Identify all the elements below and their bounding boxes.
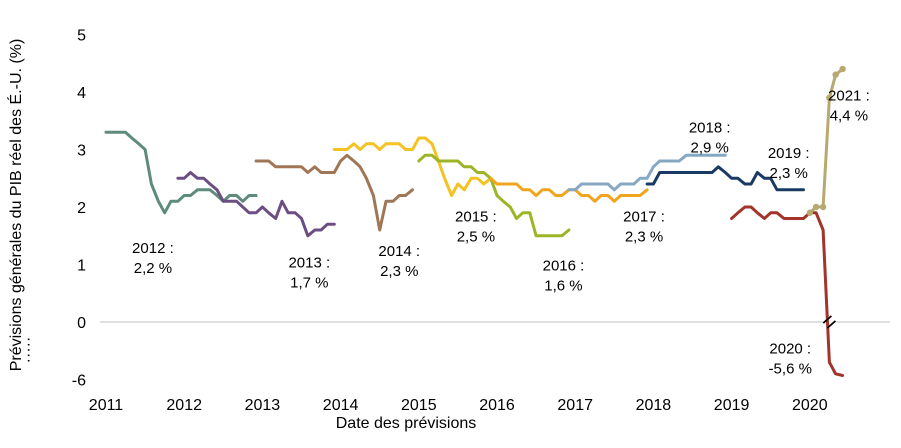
y-tick-label: -6	[72, 373, 86, 390]
series-point	[819, 203, 827, 211]
series-annotation: 2015 : 2,5 %	[455, 208, 497, 245]
annotation-line: 2,9 %	[691, 139, 729, 156]
x-tick-label: 2018	[636, 397, 672, 414]
x-tick-label: 2016	[479, 397, 515, 414]
annotation-line: 1,7 %	[290, 274, 328, 291]
axis-break-mark	[826, 320, 836, 329]
x-tick-label: 2014	[323, 397, 359, 414]
series-annotation: 2016 : 1,6 %	[543, 257, 585, 294]
y-tick-label: 1	[77, 258, 86, 275]
annotation-line: 2013 :	[288, 254, 330, 271]
annotation-line: 2019 :	[768, 145, 810, 162]
y-tick-label: 2	[77, 200, 86, 217]
annotation-line: 2021 :	[828, 88, 870, 105]
x-tick-label: 2015	[401, 397, 437, 414]
series-annotation: 2019 : 2,3 %	[768, 145, 810, 182]
series-point	[839, 65, 846, 73]
series-annotation: 2018 : 2,9 %	[689, 119, 731, 156]
annotation-line: 2012 :	[132, 240, 174, 257]
x-tick-label: 2011	[89, 397, 124, 414]
series-line	[104, 130, 258, 215]
y-axis-title: Prévisions générales du PIB réel des É.-…	[6, 39, 25, 372]
y-tick-label: 3	[77, 143, 86, 160]
annotation-line: 2016 :	[543, 257, 585, 274]
y-tick-label: 0	[77, 315, 86, 332]
annotation-line: 2014 :	[378, 243, 420, 260]
x-tick-label: 2020	[792, 397, 828, 414]
annotation-line: 2017 :	[623, 208, 665, 225]
y-tick-label: 5	[77, 28, 86, 45]
series-line	[254, 153, 414, 232]
series-annotation: 2012 : 2,2 %	[132, 240, 174, 277]
annotation-line: 2020 :	[769, 341, 811, 358]
x-tick-label: 2013	[245, 397, 281, 414]
series-point	[806, 209, 813, 216]
series-line	[730, 205, 845, 377]
series-line	[332, 136, 493, 197]
annotation-line: 2018 :	[689, 119, 731, 136]
annotation-line: 2,2 %	[134, 260, 172, 277]
annotation-line: 2,3 %	[380, 263, 418, 280]
axis-break-mark	[822, 315, 832, 324]
x-tick-label: 2012	[166, 397, 202, 414]
series-line	[645, 165, 805, 192]
series-point	[832, 71, 839, 78]
series-annotation: 2014 : 2,3 %	[378, 243, 420, 280]
series-point	[826, 94, 833, 101]
annotation-line: 2,3 %	[770, 165, 808, 182]
annotation-line: 2,3 %	[625, 228, 663, 245]
series-point	[812, 203, 820, 211]
annotation-line: 4,4 %	[830, 108, 868, 125]
x-axis-title: Date des prévisions	[336, 415, 477, 432]
x-tick-label: 2017	[557, 397, 593, 414]
annotation-line: 2,5 %	[457, 228, 495, 245]
series-line	[176, 171, 336, 238]
axis-labels: Date des prévisions Prévisions générales…	[6, 39, 476, 432]
annotation-line: -5,6 %	[769, 361, 812, 378]
y-axis-note: ·····	[20, 337, 37, 364]
axis-break-gap	[823, 318, 836, 326]
series-annotation: 2021 : 4,4 %	[828, 88, 870, 125]
annotations-group: 2012 :2,2 % 2013 :1,7 %2014 :2,3 %2015 :2…	[132, 88, 870, 378]
annotation-line: 2015 :	[455, 208, 497, 225]
series-line	[567, 153, 727, 192]
y-tick-label: 4	[77, 85, 86, 102]
series-annotation: 2013 : 1,7 %	[288, 254, 330, 291]
series-group	[104, 65, 846, 377]
series-annotation: 2017 : 2,3 %	[623, 208, 665, 245]
annotation-line: 1,6 %	[544, 277, 582, 294]
series-annotation: 2020 : -5,6 %	[769, 341, 812, 378]
x-tick-label: 2019	[714, 397, 750, 414]
series-line	[417, 153, 571, 238]
